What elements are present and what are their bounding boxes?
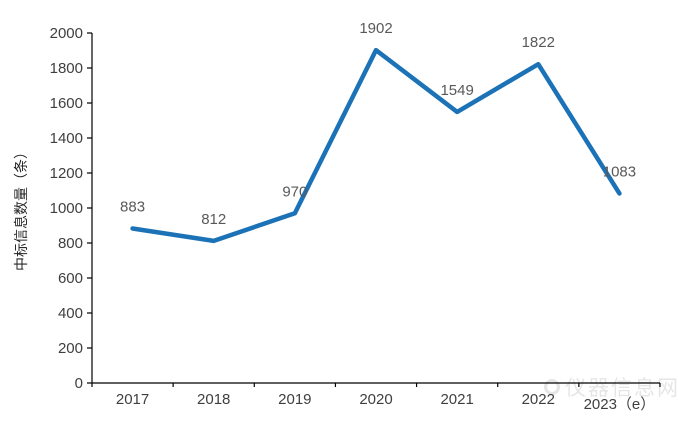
data-label: 1902	[359, 20, 392, 37]
x-tick-label: 2022	[522, 391, 555, 408]
data-label: 812	[201, 211, 226, 228]
y-tick-label: 600	[58, 270, 83, 287]
y-tick-label: 200	[58, 340, 83, 357]
data-label: 1822	[522, 34, 555, 51]
watermark-logo-icon	[544, 379, 560, 395]
x-tick-label: 2017	[116, 391, 149, 408]
x-tick-label: 2018	[197, 391, 230, 408]
x-tick-label: 2019	[278, 391, 311, 408]
data-line	[130, 47, 622, 244]
y-tick-label: 0	[75, 375, 83, 392]
x-tick-label: 2020	[359, 391, 392, 408]
x-tick-label: 2023（e）	[584, 396, 656, 413]
y-tick-label: 1400	[50, 130, 83, 147]
axes-layer: 0 200 400 600 800 1000 1200 1400 1600 1800 2000 201…	[50, 25, 661, 413]
data-label: 1549	[440, 82, 473, 99]
data-label: 883	[120, 198, 145, 215]
axis-lines	[91, 33, 660, 384]
y-tick-label: 400	[58, 305, 83, 322]
y-tick-label: 800	[58, 235, 83, 252]
y-tick-label: 1200	[50, 165, 83, 182]
y-tick-label: 1600	[50, 95, 83, 112]
y-tick-label: 2000	[50, 25, 83, 42]
y-tick-label: 1000	[50, 200, 83, 217]
y-tick-label: 1800	[50, 60, 83, 77]
data-label: 970	[282, 183, 307, 200]
y-axis-title: 中标信息数量（条）	[13, 145, 29, 271]
series-layer: 883 812 970 1902 1549 1822 1083	[120, 20, 636, 244]
x-tick-label: 2021	[440, 391, 473, 408]
data-label: 1083	[603, 163, 636, 180]
